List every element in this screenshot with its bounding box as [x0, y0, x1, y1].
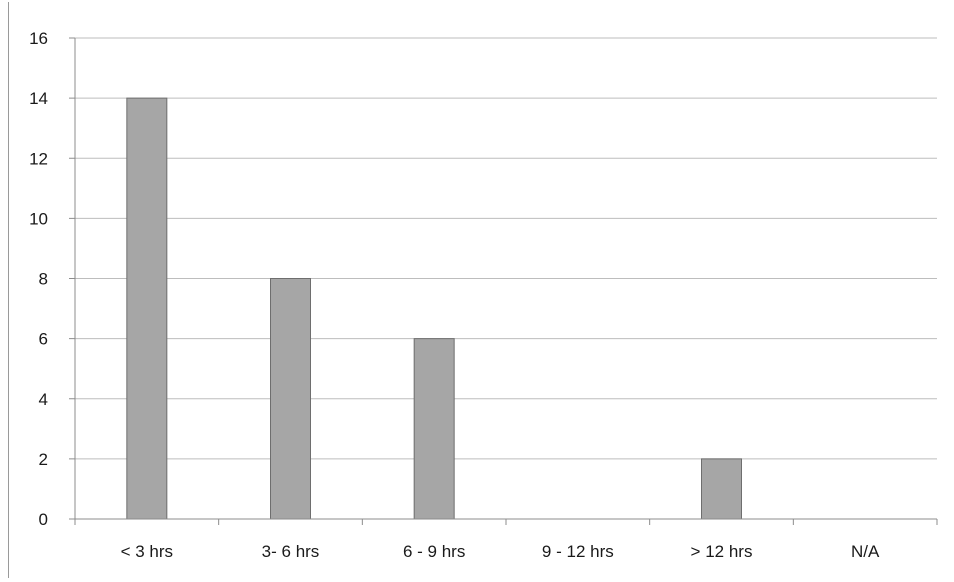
- chart-frame: [8, 2, 950, 578]
- x-tick-label: 6 - 9 hrs: [403, 542, 465, 561]
- bar: [413, 338, 455, 520]
- gridlines: [75, 37, 937, 460]
- bar: [126, 97, 168, 520]
- y-tick-label: 10: [29, 209, 48, 228]
- y-tick-label: 0: [39, 510, 48, 529]
- bar: [270, 278, 311, 520]
- bars: [126, 97, 742, 520]
- x-tick-label: 9 - 12 hrs: [542, 542, 614, 561]
- y-tick-label: 12: [29, 149, 48, 168]
- x-tick-label: > 12 hrs: [691, 542, 753, 561]
- y-tick-label: 2: [39, 450, 48, 469]
- x-tick-label: < 3 hrs: [121, 542, 173, 561]
- x-tick-label: N/A: [851, 542, 880, 561]
- axes: [69, 37, 938, 525]
- y-tick-label: 14: [29, 89, 48, 108]
- y-tick-label: 8: [39, 270, 48, 289]
- y-tick-label: 16: [29, 29, 48, 48]
- bar: [701, 458, 742, 520]
- y-axis-tick-labels: 0 2 4 6 8 10 12 14 16: [29, 29, 48, 529]
- x-axis-tick-labels: < 3 hrs 3- 6 hrs 6 - 9 hrs 9 - 12 hrs > 12 h…: [121, 542, 880, 561]
- y-tick-label: 6: [39, 330, 48, 349]
- y-tick-label: 4: [39, 390, 48, 409]
- x-tick-label: 3- 6 hrs: [262, 542, 320, 561]
